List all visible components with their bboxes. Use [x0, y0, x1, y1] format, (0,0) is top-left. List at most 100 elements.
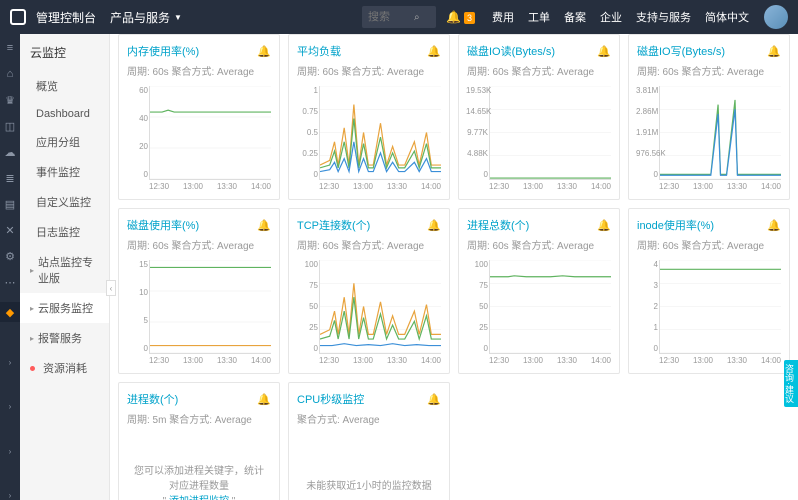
card-title[interactable]: 磁盘IO读(Bytes/s) [467, 43, 555, 59]
topbar: 管理控制台 产品与服务▼ ⌕ 🔔3 费用 工单 备案 企业 支持与服务 简体中文 [0, 0, 798, 34]
sidebar-section-alarm[interactable]: ▸报警服务 [20, 323, 109, 353]
chart-area: 151050 [149, 260, 271, 354]
brand[interactable]: 管理控制台 [36, 9, 96, 26]
empty-link[interactable]: 添加进程监控 [169, 496, 229, 500]
card-meta: 周期: 60s 聚合方式: Average [127, 237, 271, 252]
chart-card: CPU秒级监控 🔔 聚合方式: Average 未能获取近1小时的监控数据 [288, 382, 450, 500]
chart-card: 磁盘IO写(Bytes/s) 🔔 周期: 60s 聚合方式: Average 3.… [628, 34, 790, 200]
rail-chevron-icon[interactable]: › [9, 447, 12, 456]
main-content: 内存使用率(%)🔔 周期: 60s 聚合方式: Average 6040200 … [110, 34, 798, 500]
chart-area: 3.81M2.86M1.91M976.56K0 [659, 86, 781, 180]
bell-icon[interactable]: 🔔3 [446, 10, 475, 24]
alarm-icon[interactable]: 🔔 [257, 219, 271, 232]
sidebar-section-site[interactable]: ▸站点监控专业版 [20, 247, 109, 293]
alarm-icon[interactable]: 🔔 [597, 219, 611, 232]
chart-area: 19.53K14.65K9.77K4.88K0 [489, 86, 611, 180]
rail-menu-icon[interactable]: ≡ [4, 42, 16, 54]
search-input[interactable] [368, 11, 414, 23]
alarm-icon[interactable]: 🔔 [597, 45, 611, 58]
alarm-icon[interactable]: 🔔 [767, 45, 781, 58]
y-axis: 6040200 [126, 86, 148, 179]
sidebar-item-custom[interactable]: 自定义监控 [20, 187, 109, 217]
sidebar-item-event[interactable]: 事件监控 [20, 157, 109, 187]
logo-icon [10, 9, 26, 25]
empty-message: 未能获取近1小时的监控数据 [297, 430, 441, 500]
x-axis: 12:3013:0013:3014:00 [149, 182, 271, 191]
chart-area: 6040200 [149, 86, 271, 180]
y-axis: 3.81M2.86M1.91M976.56K0 [636, 86, 658, 179]
search-icon[interactable]: ⌕ [414, 12, 420, 23]
rail-chevron-icon[interactable]: › [9, 402, 12, 411]
card-meta: 周期: 60s 聚合方式: Average [637, 63, 781, 78]
chart-area: 1007550250 [489, 260, 611, 354]
rail-users-icon[interactable]: ⋯ [4, 276, 16, 288]
alarm-icon[interactable]: 🔔 [257, 45, 271, 58]
card-meta: 聚合方式: Average [297, 411, 441, 426]
nav-ticket[interactable]: 工单 [528, 9, 550, 25]
card-meta: 周期: 60s 聚合方式: Average [467, 237, 611, 252]
sidebar-item-dashboard[interactable]: Dashboard [20, 101, 109, 127]
card-title[interactable]: inode使用率(%) [637, 217, 714, 233]
chevron-right-icon: ▸ [30, 334, 34, 343]
sidebar-section-resource[interactable]: 资源消耗 [20, 353, 109, 383]
rail-shield-icon[interactable]: ♛ [4, 94, 16, 106]
card-title[interactable]: 磁盘IO写(Bytes/s) [637, 43, 725, 59]
x-axis: 12:3013:0013:3014:00 [319, 356, 441, 365]
sidebar-item-overview[interactable]: 概览 [20, 71, 109, 101]
sidebar-item-log[interactable]: 日志监控 [20, 217, 109, 247]
card-meta: 周期: 60s 聚合方式: Average [297, 63, 441, 78]
card-meta: 周期: 60s 聚合方式: Average [637, 237, 781, 252]
empty-message: 您可以添加进程关键字，统计对应进程数量" 添加进程监控 " [127, 430, 271, 500]
y-axis: 10.750.50.250 [296, 86, 318, 179]
card-title[interactable]: CPU秒级监控 [297, 391, 364, 407]
nav-enterprise[interactable]: 企业 [600, 9, 622, 25]
sidebar-section-cloud[interactable]: ▸云服务监控 [20, 293, 109, 323]
avatar[interactable] [764, 5, 788, 29]
rail-chevron-icon[interactable]: › [9, 491, 12, 500]
x-axis: 12:3013:0013:3014:00 [319, 182, 441, 191]
collapse-sidebar-button[interactable]: ‹ [106, 280, 116, 296]
sidebar-item-appgroup[interactable]: 应用分组 [20, 127, 109, 157]
y-axis: 43210 [636, 260, 658, 353]
alarm-icon[interactable]: 🔔 [427, 219, 441, 232]
alarm-icon[interactable]: 🔔 [767, 219, 781, 232]
nav-beian[interactable]: 备案 [564, 9, 586, 25]
x-axis: 12:3013:0013:3014:00 [489, 182, 611, 191]
rail-globe-icon[interactable]: ✕ [4, 224, 16, 236]
x-axis: 12:3013:0013:3014:00 [659, 356, 781, 365]
rail-chevron-icon[interactable]: › [9, 358, 12, 367]
dot-icon [30, 366, 35, 371]
chevron-right-icon: ▸ [30, 266, 34, 275]
alarm-icon[interactable]: 🔔 [427, 393, 441, 406]
rail-db-icon[interactable]: ≣ [4, 172, 16, 184]
nav-support[interactable]: 支持与服务 [636, 9, 691, 25]
card-title[interactable]: 内存使用率(%) [127, 43, 199, 59]
rail-stack-icon[interactable]: ▤ [4, 198, 16, 210]
card-title[interactable]: 进程总数(个) [467, 217, 529, 233]
y-axis: 1007550250 [466, 260, 488, 353]
rail-home-icon[interactable]: ⌂ [4, 68, 16, 80]
chart-card: TCP连接数(个) 🔔 周期: 60s 聚合方式: Average 1007550… [288, 208, 450, 374]
alarm-icon[interactable]: 🔔 [257, 393, 271, 406]
sidebar: 云监控 概览 Dashboard 应用分组 事件监控 自定义监控 日志监控 ▸站… [20, 34, 110, 500]
nav-fee[interactable]: 费用 [492, 9, 514, 25]
nav-lang[interactable]: 简体中文 [705, 9, 749, 25]
rail-cube-icon[interactable]: ◫ [4, 120, 16, 132]
card-title[interactable]: TCP连接数(个) [297, 217, 370, 233]
card-meta: 周期: 60s 聚合方式: Average [297, 237, 441, 252]
search-box[interactable]: ⌕ [362, 6, 436, 28]
chart-area: 43210 [659, 260, 781, 354]
alarm-icon[interactable]: 🔔 [427, 45, 441, 58]
card-title[interactable]: 进程数(个) [127, 391, 178, 407]
chart-area: 1007550250 [319, 260, 441, 354]
card-meta: 周期: 60s 聚合方式: Average [467, 63, 611, 78]
icon-rail: ≡ ⌂ ♛ ◫ ☁ ≣ ▤ ✕ ⚙ ⋯ ◆ › › › › [0, 34, 20, 500]
products-menu[interactable]: 产品与服务▼ [110, 9, 182, 26]
card-title[interactable]: 磁盘使用率(%) [127, 217, 199, 233]
card-title[interactable]: 平均负载 [297, 43, 341, 59]
chart-area: 10.750.50.250 [319, 86, 441, 180]
rail-gear-icon[interactable]: ⚙ [4, 250, 16, 262]
rail-monitor-icon[interactable]: ◆ [0, 302, 20, 322]
rail-cloud-icon[interactable]: ☁ [4, 146, 16, 158]
feedback-tab[interactable]: 咨询·建议 [784, 360, 798, 407]
